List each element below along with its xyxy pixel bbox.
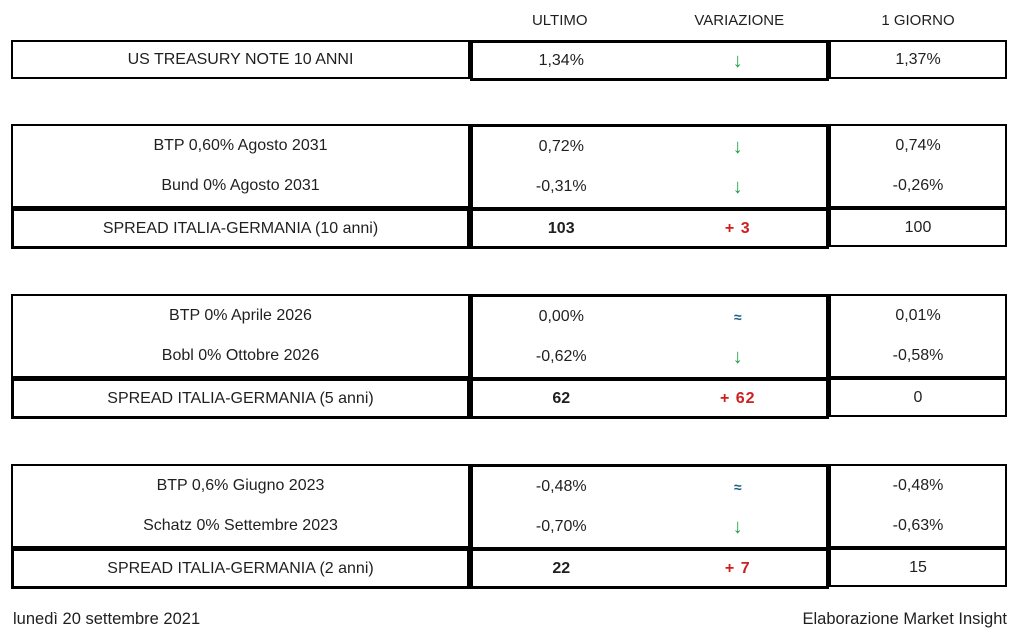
spread-values-box: 22 + 7	[470, 548, 829, 589]
spread-10y-row: SPREAD ITALIA-GERMANIA (10 anni) 103 + 3…	[11, 208, 1022, 249]
spread-giorno-value: 100	[904, 218, 932, 236]
variation-down-icon: ↓	[732, 136, 743, 158]
instrument-label: BTP 0,60% Agosto 2031	[153, 137, 328, 154]
ultimo-value: 0,72%	[538, 138, 584, 155]
spread-values-box: 103 + 3	[470, 208, 829, 249]
spread-ultimo-value: 62	[552, 389, 571, 407]
giorno-box: -0,48% -0,63%	[829, 464, 1007, 548]
spread-giorno-box: 15	[829, 548, 1007, 587]
spread-label-box: SPREAD ITALIA-GERMANIA (5 anni)	[11, 378, 470, 419]
variation-approx-icon: ≈	[733, 479, 742, 495]
giorno-box: 0,74% -0,26%	[829, 124, 1007, 208]
column-header-variazione: VARIAZIONE	[694, 11, 785, 29]
spread-label: SPREAD ITALIA-GERMANIA (5 anni)	[107, 389, 374, 407]
spread-variation-value: + 3	[724, 219, 751, 237]
giorno-box: 1,37%	[829, 40, 1007, 79]
spread-giorno-value: 0	[913, 388, 923, 406]
giorno-value: 0,74%	[895, 137, 941, 154]
giorno-value: 1,37%	[895, 50, 941, 68]
label-box: US TREASURY NOTE 10 ANNI	[11, 40, 470, 79]
variation-down-icon: ↓	[732, 346, 743, 368]
btp-schatz-2y-table: BTP 0,6% Giugno 2023 Schatz 0% Settembre…	[11, 464, 1022, 550]
giorno-value: 0,01%	[895, 307, 941, 324]
spread-label: SPREAD ITALIA-GERMANIA (2 anni)	[107, 559, 374, 577]
values-box: 0,72% ↓ -0,31% ↓	[470, 124, 829, 210]
spread-values-box: 62 + 62	[470, 378, 829, 419]
ultimo-value: 0,00%	[538, 308, 584, 325]
giorno-box: 0,01% -0,58%	[829, 294, 1007, 378]
label-box: BTP 0,60% Agosto 2031 Bund 0% Agosto 203…	[11, 124, 470, 208]
label-box: BTP 0,6% Giugno 2023 Schatz 0% Settembre…	[11, 464, 470, 548]
instrument-label: Bobl 0% Ottobre 2026	[161, 347, 320, 364]
us-treasury-table: US TREASURY NOTE 10 ANNI 1,34% ↓ 1,37%	[11, 40, 1022, 81]
spread-ultimo-value: 22	[552, 559, 571, 577]
btp-bobl-5y-table: BTP 0% Aprile 2026 Bobl 0% Ottobre 2026 …	[11, 294, 1022, 380]
spread-giorno-box: 0	[829, 378, 1007, 417]
spread-ultimo-value: 103	[547, 219, 575, 237]
ultimo-value: -0,31%	[535, 178, 587, 195]
variation-down-icon: ↓	[732, 49, 743, 72]
spread-2y-row: SPREAD ITALIA-GERMANIA (2 anni) 22 + 7 1…	[11, 548, 1022, 589]
instrument-label: Bund 0% Agosto 2031	[161, 177, 320, 194]
spread-label-box: SPREAD ITALIA-GERMANIA (10 anni)	[11, 208, 470, 249]
instrument-label: Schatz 0% Settembre 2023	[143, 517, 338, 534]
spread-5y-row: SPREAD ITALIA-GERMANIA (5 anni) 62 + 62 …	[11, 378, 1022, 419]
variation-down-icon: ↓	[732, 176, 743, 198]
report-footer: lunedì 20 settembre 2021 Elaborazione Ma…	[13, 610, 1007, 629]
variation-down-icon: ↓	[732, 516, 743, 538]
report-date: lunedì 20 settembre 2021	[13, 610, 201, 628]
values-box: -0,48% ≈ -0,70% ↓	[470, 464, 829, 550]
btp-bund-10y-table: BTP 0,60% Agosto 2031 Bund 0% Agosto 203…	[11, 124, 1022, 210]
column-headers: ULTIMO VARIAZIONE 1 GIORNO	[11, 0, 1022, 31]
attribution: Elaborazione Market Insight	[802, 610, 1007, 628]
ultimo-value: -0,62%	[535, 348, 587, 365]
instrument-label: BTP 0% Aprile 2026	[169, 307, 312, 324]
instrument-label: BTP 0,6% Giugno 2023	[156, 477, 325, 494]
variation-approx-icon: ≈	[733, 309, 742, 325]
spread-giorno-value: 15	[909, 558, 927, 576]
spread-label: SPREAD ITALIA-GERMANIA (10 anni)	[102, 219, 379, 237]
giorno-value: -0,63%	[892, 517, 944, 534]
spread-variation-value: + 62	[719, 389, 756, 407]
label-box: BTP 0% Aprile 2026 Bobl 0% Ottobre 2026	[11, 294, 470, 378]
ultimo-value: -0,48%	[535, 478, 587, 495]
spread-giorno-box: 100	[829, 208, 1007, 247]
values-box: 1,34% ↓	[470, 40, 829, 81]
spread-variation-value: + 7	[724, 559, 751, 577]
column-header-ultimo: ULTIMO	[531, 11, 588, 29]
values-box: 0,00% ≈ -0,62% ↓	[470, 294, 829, 380]
giorno-value: -0,48%	[892, 477, 944, 494]
spread-label-box: SPREAD ITALIA-GERMANIA (2 anni)	[11, 548, 470, 589]
giorno-value: -0,26%	[892, 177, 944, 194]
column-header-1giorno: 1 GIORNO	[881, 11, 955, 29]
giorno-value: -0,58%	[892, 347, 944, 364]
ultimo-value: 1,34%	[538, 51, 584, 69]
ultimo-value: -0,70%	[535, 518, 587, 535]
instrument-label: US TREASURY NOTE 10 ANNI	[127, 50, 354, 68]
